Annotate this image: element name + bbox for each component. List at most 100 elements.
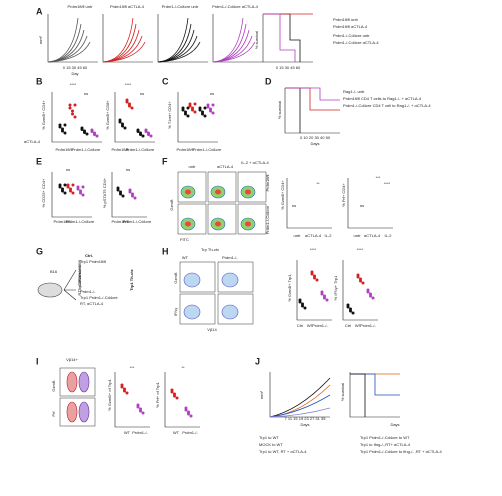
label-text: GzmB [169, 199, 174, 210]
dot [121, 124, 124, 128]
dot [130, 106, 134, 110]
curve [269, 407, 331, 418]
label-text: **** [310, 247, 317, 252]
label-text: Trp1 Prdm1fl/fl [80, 259, 106, 264]
dot [123, 389, 126, 393]
dot [303, 306, 307, 310]
label-text: Prdm1-/-Cd4cre [123, 219, 152, 224]
label-text: Trp1 Prdm1fl/fl [77, 265, 82, 291]
dot [211, 111, 215, 115]
label-text: % Prf+ CD4+ [341, 183, 346, 207]
label-text: IFNγ [173, 308, 178, 316]
axis [51, 172, 92, 218]
flow-core [185, 221, 191, 227]
curve [157, 41, 201, 63]
label-text: Prdm1-/-Cd4cre [193, 147, 222, 152]
axis [114, 372, 150, 428]
panel-label: J [255, 356, 260, 366]
label-text: % Prf+ of Trp1 [155, 381, 160, 407]
dot [203, 106, 207, 110]
label-text: Prdm1-/-Cd4cre untr [162, 4, 199, 9]
axis [262, 14, 313, 63]
arrow [63, 269, 77, 301]
flow-density [221, 304, 239, 320]
dot [310, 272, 314, 276]
dot [206, 105, 210, 109]
dot [203, 114, 207, 118]
label-text: mm³ [38, 35, 43, 44]
label-text: Days [300, 422, 309, 427]
label-text: **** [357, 247, 364, 252]
panel-label: G [36, 246, 43, 256]
dot [136, 405, 140, 409]
panel-label: D [265, 76, 272, 86]
label-text: Prdm1-/- [182, 430, 198, 435]
dot [323, 296, 326, 300]
panel-label: I [36, 356, 39, 366]
label-text: Prdm1fl/fl [56, 147, 73, 152]
panel-label: A [36, 6, 43, 16]
dot [175, 396, 179, 400]
dot [313, 276, 316, 280]
label-text: Ctrl. [85, 253, 93, 258]
dot [366, 290, 370, 294]
dot [71, 183, 75, 187]
dot [68, 103, 72, 107]
label-text: Trp1 to WT, RT + αCTLA-4 [259, 449, 307, 454]
label-text: Vβ14+ [66, 357, 78, 362]
label-text: *** [130, 365, 135, 370]
flow-density [221, 272, 239, 288]
dot [121, 194, 125, 198]
curve [263, 13, 296, 62]
dot [90, 130, 94, 133]
dot [119, 192, 122, 196]
flow-density [183, 304, 201, 320]
dot [181, 108, 185, 112]
label-text: Prdm1fl/fl [112, 219, 129, 224]
label-text: Trp1 to Ifng-/-,RT+ αCTLA-4 [360, 442, 411, 447]
label-text: MOCK to WT [259, 442, 283, 447]
label-text: WT [307, 323, 314, 328]
label-text: % GzmB+ CD8+ [105, 100, 110, 130]
curve [212, 17, 244, 63]
flow-box [59, 397, 96, 427]
axis [51, 92, 102, 143]
label-text: Prdm1-/- [222, 255, 238, 260]
label-text: Prdm1-/-Cd4cre αCTLA-4 [212, 4, 258, 9]
dot [123, 126, 127, 130]
dot [198, 108, 202, 112]
label-text: Prdm1fl/fl untr [68, 4, 94, 9]
mouse [37, 282, 63, 298]
dot [349, 309, 352, 313]
label-text: untr [189, 164, 197, 169]
dot [211, 103, 215, 107]
dot [71, 112, 74, 116]
dot [149, 134, 153, 138]
axis [111, 172, 147, 218]
dot [120, 385, 124, 389]
dot [186, 106, 190, 110]
label-text: αCTLA-4 [305, 233, 322, 238]
dot [116, 188, 120, 192]
label-text: % CD25+ CD4+ [41, 178, 46, 207]
axis [164, 372, 200, 428]
dot [61, 129, 64, 133]
label-text: Prdm1-/-Cd4cre untr [333, 33, 370, 38]
label-text: 7 11 15 19 23 27 31 35 [285, 416, 327, 421]
label-text: % GzmB+ of Trp1 [107, 378, 112, 410]
label-text: WT [182, 255, 189, 260]
dot [125, 391, 129, 395]
label-text: ns [84, 91, 88, 96]
label-text: Prdm1fl/fl untr [333, 17, 359, 22]
dot [325, 298, 329, 302]
axis [286, 178, 332, 229]
label-text: Prdm1-/- [312, 323, 328, 328]
label-text: WT [173, 430, 180, 435]
dot [63, 191, 67, 195]
label-text: B16 [50, 269, 58, 274]
label-text: Prdm1-/-Cd4cre [126, 147, 155, 152]
label-text: Prdm1-/-Cd4cre [265, 205, 270, 234]
axis [284, 88, 340, 134]
dot [125, 100, 129, 104]
